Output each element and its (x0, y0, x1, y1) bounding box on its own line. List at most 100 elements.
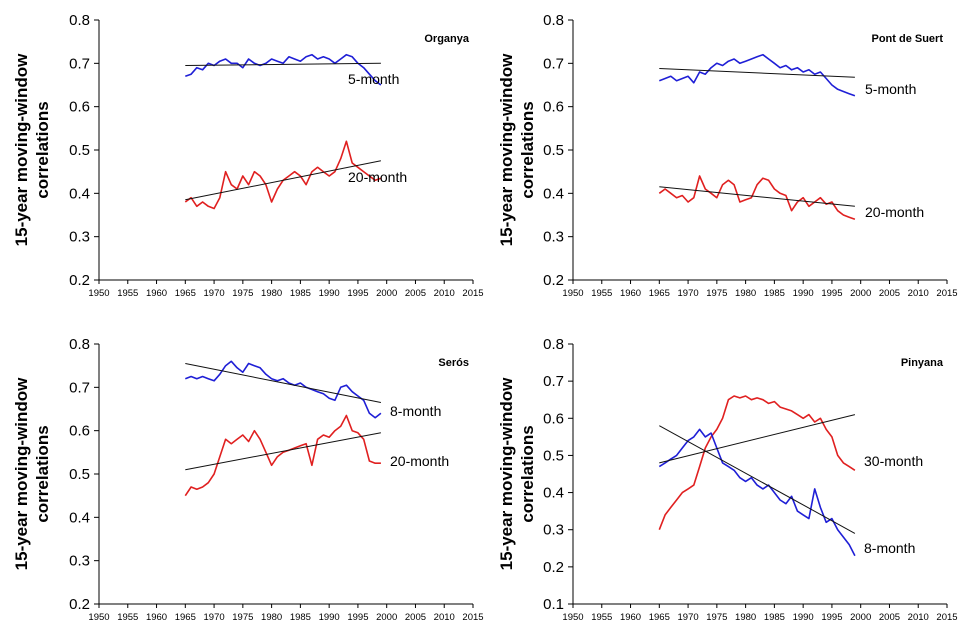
chart-pinyana: 0.1 0.2 0.3 0.4 0.5 0.6 0.7 0.8 1950 1955 1960 1965… (497, 336, 958, 623)
x-tick-label: 2015 (936, 288, 957, 299)
x-tick-label: 1980 (261, 612, 282, 623)
trend-line (185, 363, 381, 403)
x-tick-label: 1970 (204, 288, 225, 299)
y-tick-label: 0.7 (69, 379, 90, 396)
y-tick-label: 0.8 (69, 336, 90, 353)
panel-title: Pont de Suert (871, 33, 943, 45)
x-tick-label: 1980 (261, 288, 282, 299)
x-tick-label: 1985 (764, 612, 785, 623)
x-tick-label: 1970 (204, 612, 225, 623)
y-tick-label: 0.8 (69, 12, 90, 29)
y-tick-label: 0.3 (69, 553, 90, 570)
y-tick-label: 0.4 (543, 485, 564, 502)
series-label-20-month: 20-month (348, 169, 407, 185)
x-tick-label: 1995 (821, 612, 842, 623)
y-tick-label: 0.6 (543, 99, 564, 116)
x-tick-label: 2000 (376, 612, 397, 623)
x-tick-label: 1975 (706, 612, 727, 623)
x-tick-label: 1950 (88, 288, 109, 299)
x-tick-label: 1960 (620, 612, 641, 623)
series-label-20-month: 20-month (390, 453, 449, 469)
chart-organya: 0.2 0.3 0.4 0.5 0.6 0.7 0.8 1950 1955 1960 1965 197… (12, 12, 484, 299)
y-axis-title: 15-year moving-window correlations (12, 53, 52, 246)
x-tick-label: 2000 (850, 288, 871, 299)
series-line-8-month (658, 428, 856, 557)
trend-line (659, 68, 855, 78)
x-tick-label: 1980 (735, 288, 756, 299)
y-axis-title: 15-year moving-window correlations (12, 377, 52, 570)
x-tick-label: 1965 (649, 288, 670, 299)
panel-title: Serós (438, 357, 469, 369)
x-tick-label: 1975 (232, 288, 253, 299)
x-tick-label: 1960 (620, 288, 641, 299)
series-label-5-month: 5-month (865, 81, 916, 97)
trend-line (659, 414, 856, 464)
y-tick-label: 0.4 (543, 185, 564, 202)
x-tick-label: 1960 (146, 288, 167, 299)
x-tick-label: 1985 (290, 612, 311, 623)
series-label-8-month: 8-month (864, 540, 915, 556)
x-tick-label: 2015 (936, 612, 957, 623)
x-tick-label: 1955 (591, 288, 612, 299)
y-tick-label: 0.4 (69, 509, 90, 526)
y-axis-title: 15-year moving-window correlations (497, 53, 537, 246)
x-tick-label: 2010 (908, 612, 929, 623)
series-line-30-month (658, 395, 856, 530)
x-tick-label: 2005 (405, 288, 426, 299)
series-line-20-month (658, 175, 856, 221)
x-tick-label: 1975 (706, 288, 727, 299)
series-line-5-month (659, 53, 856, 97)
x-tick-label: 1985 (290, 288, 311, 299)
x-tick-label: 2010 (434, 612, 455, 623)
y-axis-title: 15-year moving-window correlations (497, 377, 537, 570)
x-tick-label: 1970 (678, 612, 699, 623)
y-tick-label: 0.2 (69, 272, 90, 289)
x-tick-label: 2015 (462, 612, 483, 623)
y-tick-label: 0.6 (69, 423, 90, 440)
x-tick-label: 2000 (850, 612, 871, 623)
x-tick-label: 1955 (117, 288, 138, 299)
y-tick-label: 0.6 (69, 99, 90, 116)
x-tick-label: 2005 (405, 612, 426, 623)
x-tick-label: 1990 (793, 612, 814, 623)
y-tick-label: 0.3 (543, 229, 564, 246)
x-tick-label: 1950 (562, 288, 583, 299)
x-tick-label: 1975 (232, 612, 253, 623)
x-tick-label: 1955 (117, 612, 138, 623)
y-tick-label: 0.2 (543, 272, 564, 289)
x-tick-label: 1990 (319, 288, 340, 299)
series-line-20-month (184, 414, 381, 497)
trend-line (185, 160, 381, 201)
x-tick-label: 1955 (591, 612, 612, 623)
trend-line (659, 186, 855, 207)
y-tick-label: 0.1 (543, 596, 564, 613)
y-tick-label: 0.5 (543, 142, 564, 159)
panel-title: Pinyana (901, 357, 944, 369)
x-tick-label: 2005 (879, 288, 900, 299)
y-tick-label: 0.2 (543, 559, 564, 576)
chart-seros: 0.2 0.3 0.4 0.5 0.6 0.7 0.8 1950 1955 1960 1965 197… (12, 336, 484, 623)
y-tick-label: 0.4 (69, 185, 90, 202)
y-tick-label: 0.6 (543, 410, 564, 427)
series-label-20-month: 20-month (865, 204, 924, 220)
x-tick-label: 2000 (376, 288, 397, 299)
series-line-8-month (185, 360, 382, 419)
y-tick-label: 0.2 (69, 596, 90, 613)
y-tick-label: 0.7 (69, 55, 90, 72)
x-tick-label: 2010 (434, 288, 455, 299)
x-tick-label: 1985 (764, 288, 785, 299)
x-tick-label: 1995 (347, 612, 368, 623)
x-tick-label: 2015 (462, 288, 483, 299)
y-tick-label: 0.8 (543, 12, 564, 29)
x-tick-label: 1965 (175, 288, 196, 299)
series-line-5-month (185, 53, 382, 86)
x-tick-label: 1990 (319, 612, 340, 623)
x-tick-label: 1950 (562, 612, 583, 623)
y-tick-label: 0.5 (543, 447, 564, 464)
y-tick-label: 0.7 (543, 55, 564, 72)
trend-line (185, 62, 381, 66)
series-label-8-month: 8-month (390, 403, 441, 419)
x-tick-label: 1980 (735, 612, 756, 623)
trend-line (185, 432, 381, 471)
